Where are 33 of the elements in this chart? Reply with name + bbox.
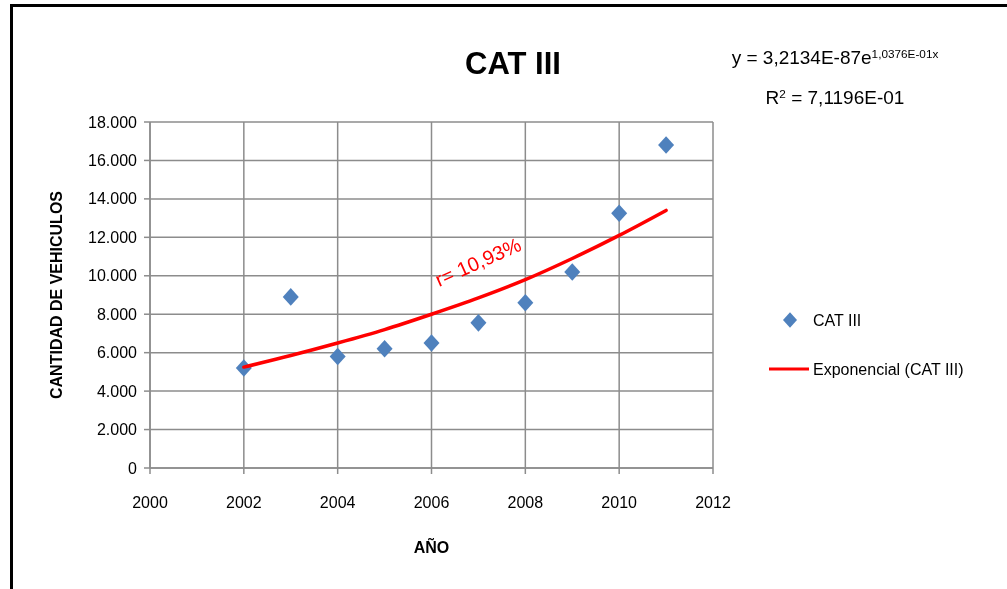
y-tick-label: 16.000 <box>88 151 138 169</box>
x-tick-label: 2002 <box>226 494 262 511</box>
point <box>282 288 299 306</box>
point <box>376 340 393 358</box>
point <box>611 204 628 223</box>
y-tick-label: 14.000 <box>88 190 138 208</box>
y-tick-label: 12.000 <box>88 228 138 246</box>
point <box>564 263 581 281</box>
text: y = 3,2134E-87e$^{1,0376E-01x}$ <box>731 46 939 68</box>
x-tick-label: 2008 <box>507 494 544 511</box>
y-tick-label: 8.000 <box>96 305 138 323</box>
point <box>423 334 440 352</box>
legend-label: Exponencial (CAT III) <box>813 360 964 378</box>
point <box>517 293 534 312</box>
text: R$^{2}$ = 7,1196E-01 <box>765 86 905 108</box>
y-tick-label: 2.000 <box>96 421 138 439</box>
point <box>329 347 346 366</box>
chart-title: CAT III <box>465 46 561 81</box>
x-tick-label: 2004 <box>319 494 356 511</box>
y-tick-label: 10.000 <box>88 267 138 285</box>
point <box>470 314 487 332</box>
y-axis-title: CANTIDAD DE VEHICULOS <box>48 190 65 400</box>
x-tick-label: 2010 <box>601 494 638 511</box>
point <box>658 136 675 154</box>
legend-label: CAT III <box>813 311 862 329</box>
x-tick-label: 2006 <box>413 494 450 511</box>
x-axis-title: AÑO <box>413 537 450 556</box>
y-tick-label: 6.000 <box>96 344 138 362</box>
y-tick-label: 4.000 <box>96 382 138 400</box>
x-tick-label: 2000 <box>132 494 168 511</box>
y-tick-label: 0 <box>128 459 138 477</box>
x-tick-label: 2012 <box>695 494 731 511</box>
y-tick-label: 18.000 <box>88 113 138 131</box>
